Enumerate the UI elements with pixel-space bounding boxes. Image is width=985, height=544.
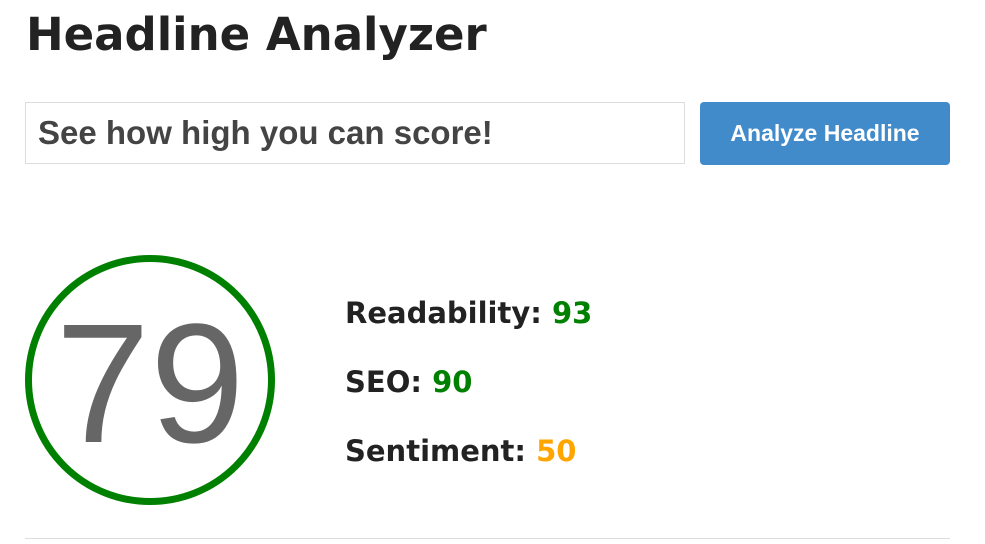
metric-sentiment: Sentiment: 50 <box>345 434 576 468</box>
divider <box>25 538 950 539</box>
metric-value: 50 <box>536 434 577 468</box>
metric-seo: SEO: 90 <box>345 365 472 399</box>
page-title: Headline Analyzer <box>26 8 487 61</box>
metric-readability: Readability: 93 <box>345 296 592 330</box>
metric-value: 90 <box>432 365 473 399</box>
metric-label: SEO: <box>345 365 422 399</box>
analyze-headline-button[interactable]: Analyze Headline <box>700 102 950 165</box>
metric-label: Readability: <box>345 296 542 330</box>
score-circle: 79 <box>25 255 275 505</box>
headline-input[interactable]: See how high you can score! <box>25 102 685 164</box>
metric-label: Sentiment: <box>345 434 526 468</box>
metric-value: 93 <box>551 296 593 330</box>
